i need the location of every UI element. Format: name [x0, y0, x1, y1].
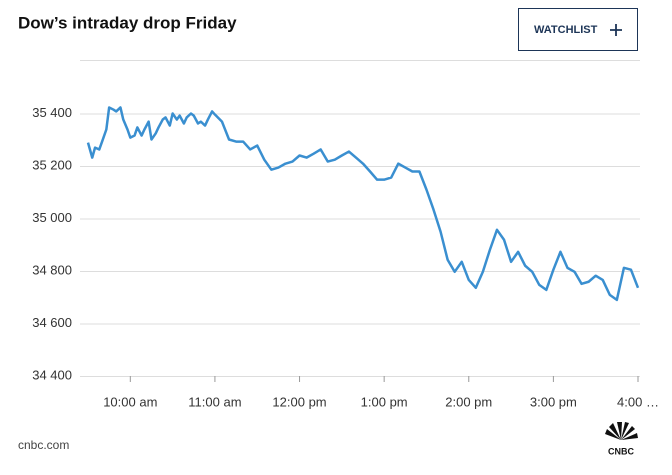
x-tick-label: 3:00 pm: [530, 394, 577, 409]
x-tick-label: 11:00 am: [188, 394, 241, 409]
peacock: [605, 422, 638, 440]
y-tick-label: 35 200: [32, 157, 72, 172]
cnbc-logo: CNBC: [605, 422, 638, 456]
x-tick-label: 12:00 pm: [272, 394, 326, 409]
y-tick-label: 34 800: [32, 262, 72, 277]
plus-icon[interactable]: [610, 24, 622, 36]
y-tick-label: 34 400: [32, 367, 72, 382]
y-tick-label: 35 000: [32, 210, 72, 225]
chart-title: Dow’s intraday drop Friday: [18, 13, 237, 32]
x-tick-label: 10:00 am: [103, 394, 157, 409]
x-tick-label: 1:00 pm: [361, 394, 408, 409]
x-tick-label: 4:00 …: [617, 394, 659, 409]
watchlist-button[interactable]: WATCHLIST: [518, 8, 638, 51]
source: cnbc.com: [18, 438, 69, 452]
button-label[interactable]: WATCHLIST: [534, 24, 598, 36]
y-tick-label: 35 400: [32, 105, 72, 120]
y-tick-label: 34 600: [32, 315, 72, 330]
logo-text: CNBC: [608, 446, 634, 456]
price-line: [86, 106, 640, 302]
x-tick-label: 2:00 pm: [445, 394, 492, 409]
